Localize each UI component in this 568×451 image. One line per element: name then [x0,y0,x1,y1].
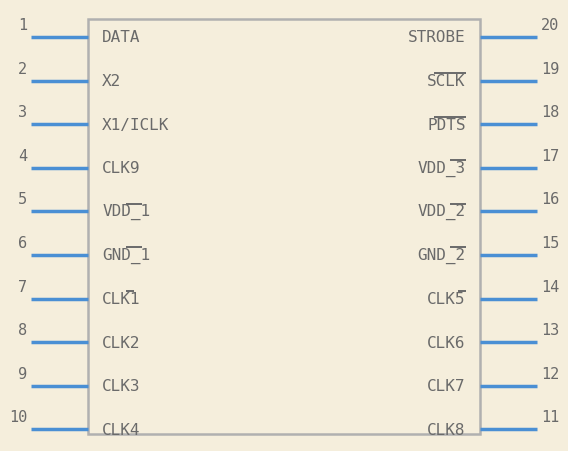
Text: SCLK: SCLK [427,74,466,89]
Text: CLK5: CLK5 [427,291,466,306]
Text: 2: 2 [18,61,27,76]
Text: 13: 13 [541,322,559,337]
Text: CLK6: CLK6 [427,335,466,350]
Text: PDTS: PDTS [427,117,466,132]
Text: STROBE: STROBE [408,30,466,46]
Text: 4: 4 [18,148,27,163]
Text: 7: 7 [18,279,27,294]
Text: 1: 1 [18,18,27,33]
Text: 3: 3 [18,105,27,120]
Text: 15: 15 [541,235,559,250]
Text: DATA: DATA [102,30,141,46]
Text: X2: X2 [102,74,122,89]
Text: CLK9: CLK9 [102,161,141,176]
Text: GND_2: GND_2 [417,247,466,263]
Text: CLK3: CLK3 [102,378,141,393]
Text: VDD_3: VDD_3 [417,160,466,176]
Text: 19: 19 [541,61,559,76]
Text: VDD_2: VDD_2 [417,204,466,220]
Text: 14: 14 [541,279,559,294]
Text: GND_1: GND_1 [102,247,151,263]
Text: VDD_1: VDD_1 [102,204,151,220]
Text: 12: 12 [541,366,559,381]
Text: CLK7: CLK7 [427,378,466,393]
Text: 20: 20 [541,18,559,33]
Text: 17: 17 [541,148,559,163]
Text: X1/ICLK: X1/ICLK [102,117,170,132]
Text: CLK4: CLK4 [102,422,141,437]
Text: CLK8: CLK8 [427,422,466,437]
Text: 18: 18 [541,105,559,120]
Text: CLK1: CLK1 [102,291,141,306]
Text: CLK2: CLK2 [102,335,141,350]
Text: 8: 8 [18,322,27,337]
Text: 10: 10 [9,410,27,424]
FancyBboxPatch shape [88,20,480,434]
Text: 5: 5 [18,192,27,207]
Text: 6: 6 [18,235,27,250]
Text: 16: 16 [541,192,559,207]
Text: 9: 9 [18,366,27,381]
Text: 11: 11 [541,410,559,424]
